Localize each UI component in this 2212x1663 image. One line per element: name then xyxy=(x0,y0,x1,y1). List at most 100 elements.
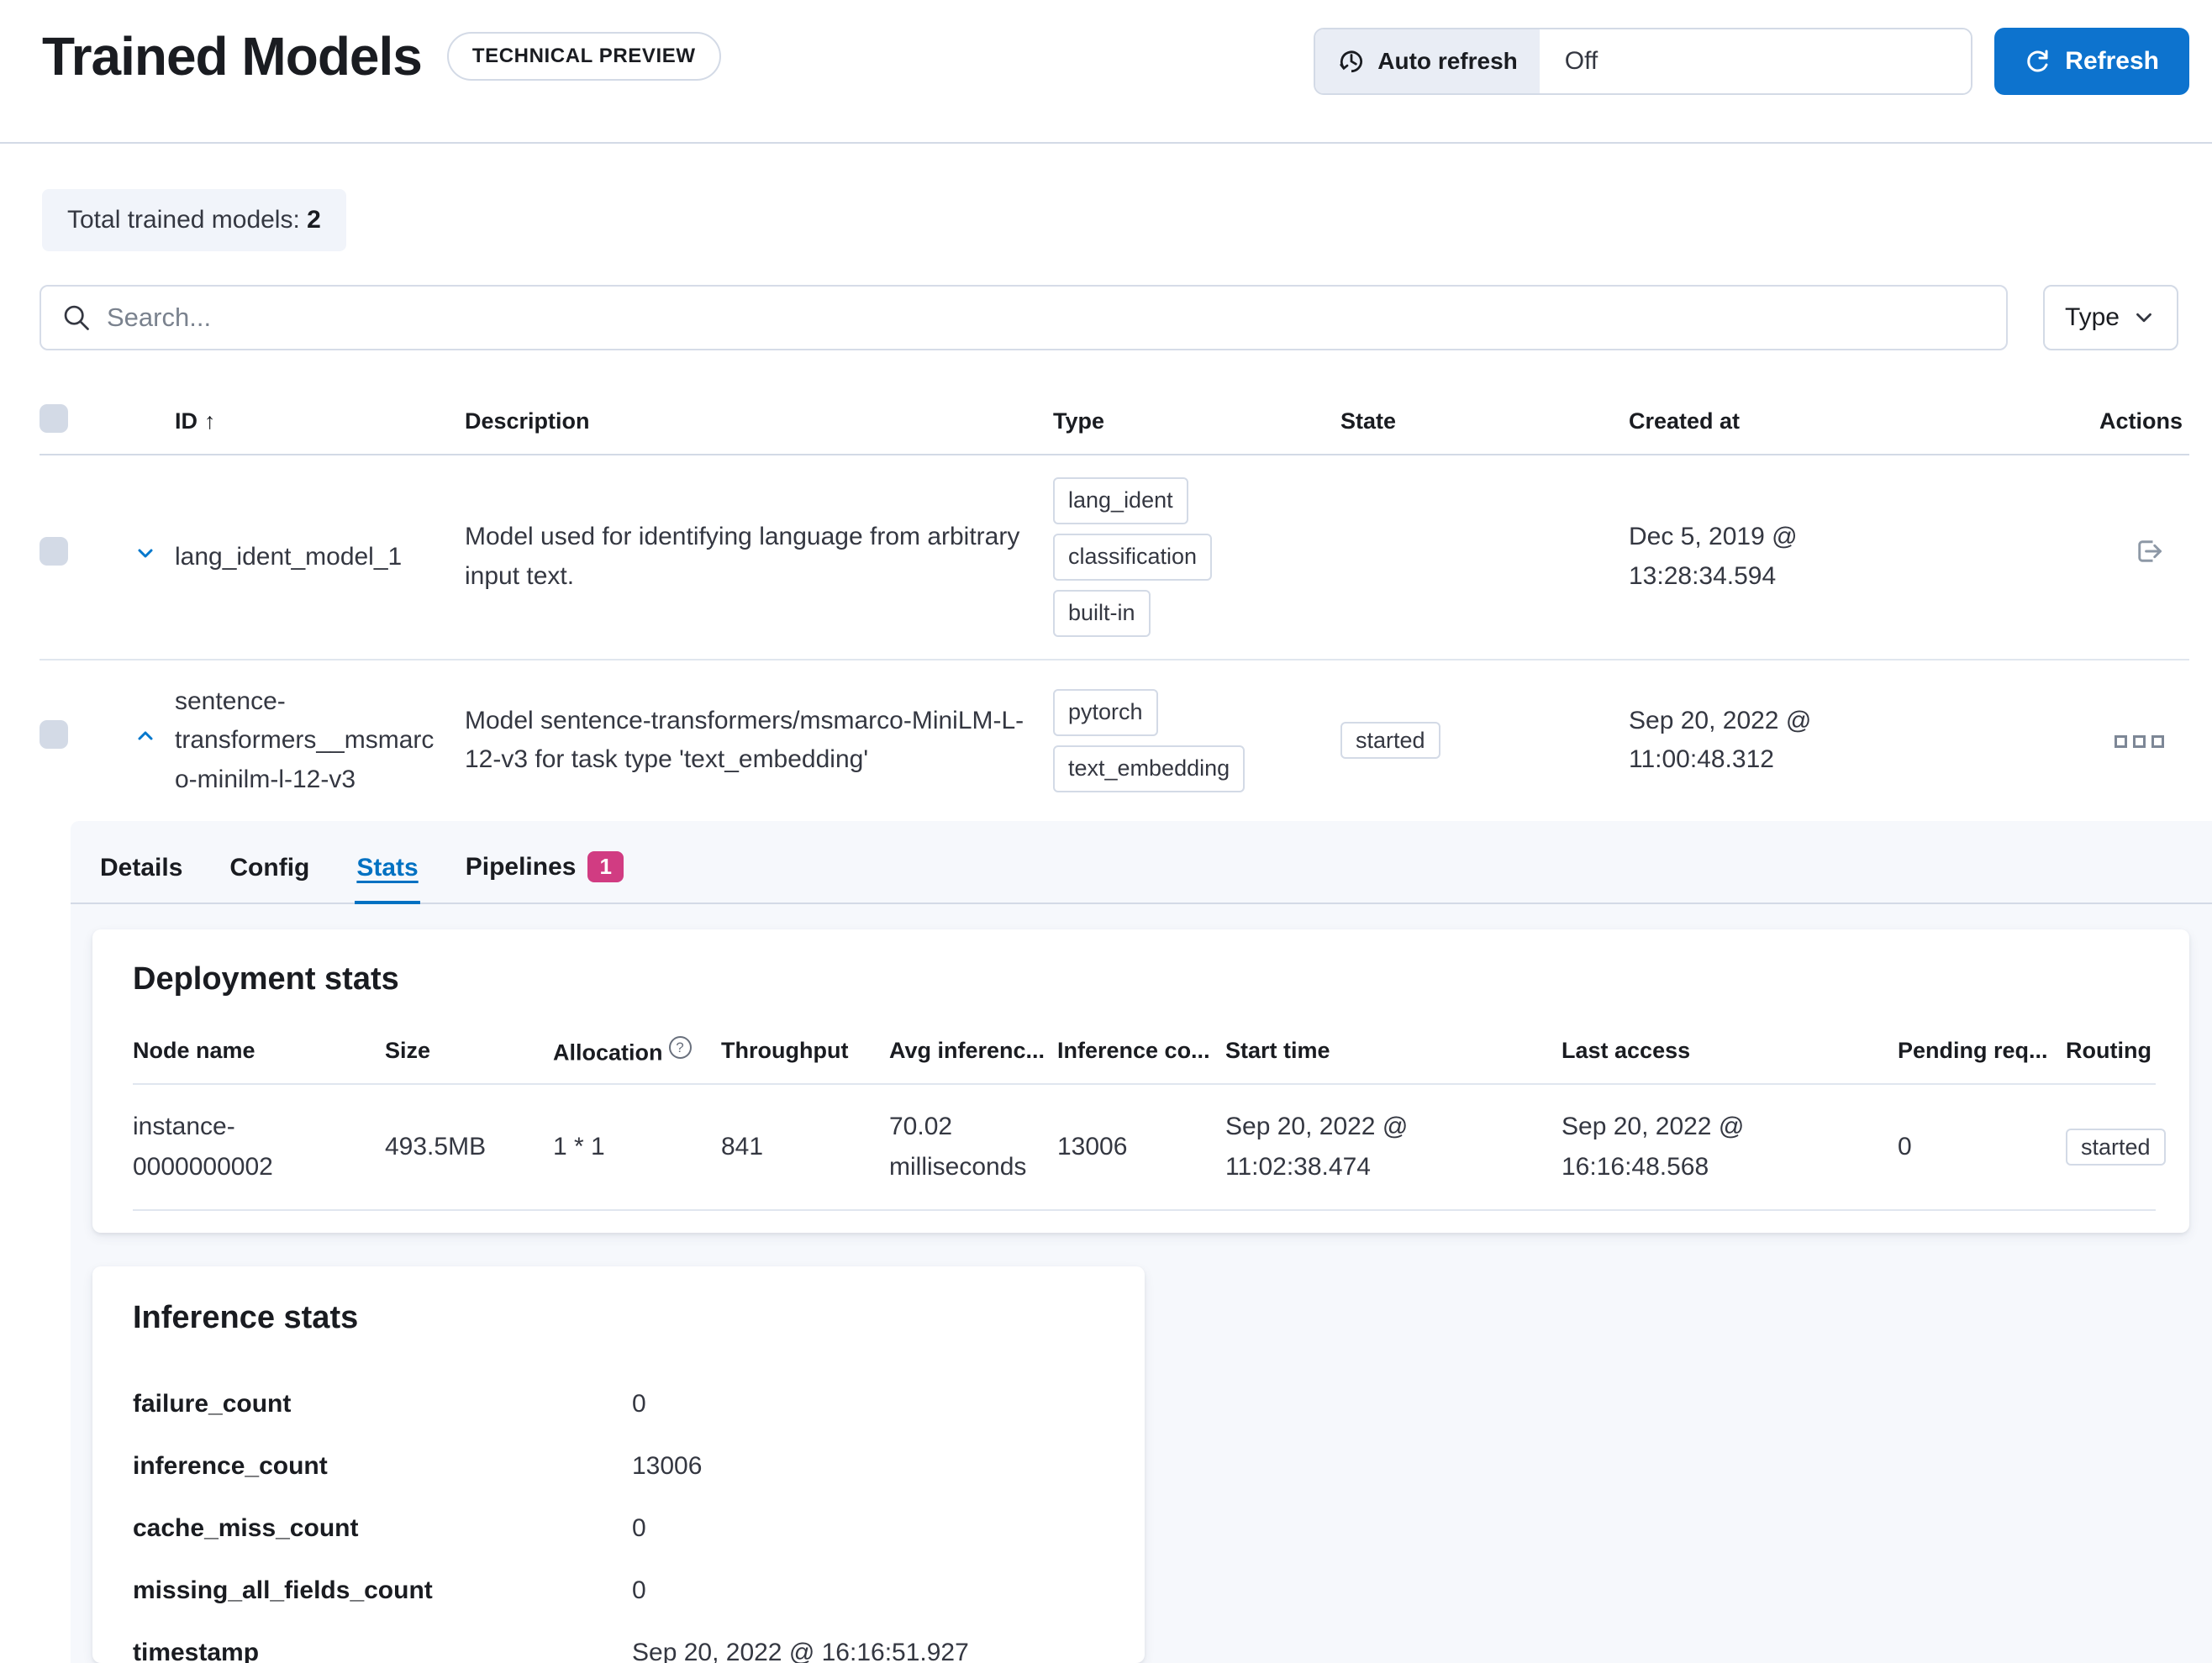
list-item: failure_count 0 xyxy=(133,1373,1104,1435)
inference-stats-title: Inference stats xyxy=(133,1299,359,1335)
stat-label: cache_miss_count xyxy=(133,1513,359,1542)
column-header-throughput: Throughput xyxy=(721,1038,849,1064)
throughput: 841 xyxy=(721,1132,764,1160)
auto-refresh-interval-button[interactable]: Off xyxy=(1539,29,1972,93)
model-description: Model sentence-transformers/msmarco-Mini… xyxy=(465,706,1024,774)
search-row: Type xyxy=(40,285,2178,350)
search-icon xyxy=(61,303,92,333)
auto-refresh-value: Off xyxy=(1564,47,1598,75)
chevron-down-icon xyxy=(2131,305,2157,330)
column-header-pending-requests: Pending req... xyxy=(1898,1038,2048,1064)
list-item: cache_miss_count 0 xyxy=(133,1497,1104,1560)
type-badge: classification xyxy=(1053,533,1213,581)
last-access: Sep 20, 2022 @ 16:16:48.568 xyxy=(1562,1112,1745,1181)
avg-inference-time: 70.02 milliseconds xyxy=(889,1112,1027,1181)
auto-refresh-label: Auto refresh xyxy=(1377,48,1518,74)
type-badge: lang_ident xyxy=(1053,477,1188,524)
row-checkbox[interactable] xyxy=(40,720,68,750)
launch-icon xyxy=(2134,536,2164,566)
list-item: timestamp Sep 20, 2022 @ 16:16:51.927 xyxy=(133,1622,1104,1663)
node-name: instance-0000000002 xyxy=(133,1112,273,1181)
column-header-description: Description xyxy=(465,408,590,434)
model-id: lang_ident_model_1 xyxy=(175,542,403,571)
refresh-icon xyxy=(2025,48,2051,75)
stat-value: 13006 xyxy=(632,1451,703,1480)
deploy-model-button[interactable] xyxy=(2134,536,2164,566)
table-header-row: ID ↑ Description Type State Created at Ac… xyxy=(40,396,2189,455)
tab-details[interactable]: Details xyxy=(98,842,184,904)
stat-label: failure_count xyxy=(133,1389,292,1418)
pipelines-count-badge: 1 xyxy=(587,851,624,883)
model-detail-tabs: Details Config Stats Pipelines 1 xyxy=(71,839,2212,905)
stat-label: timestamp xyxy=(133,1638,260,1663)
list-item: missing_all_fields_count 0 xyxy=(133,1560,1104,1622)
type-filter-button[interactable]: Type xyxy=(2042,285,2178,350)
column-header-created-at: Created at xyxy=(1629,408,1741,434)
expanded-model-details: Details Config Stats Pipelines 1 Deploym… xyxy=(71,821,2212,1663)
select-all-checkbox[interactable] xyxy=(40,404,68,433)
collapse-row-button[interactable] xyxy=(129,719,162,753)
column-header-state: State xyxy=(1340,408,1397,434)
routing-state-badge: started xyxy=(2066,1128,2166,1166)
deployment-stats-panel: Deployment stats Node name Size Allocati… xyxy=(92,929,2189,1233)
type-filter-label: Type xyxy=(2064,303,2120,331)
total-models-label: Total trained models: xyxy=(67,206,300,234)
column-header-last-access: Last access xyxy=(1562,1038,1691,1064)
table-row: sentence-transformers__msmarco-minilm-l-… xyxy=(40,660,2189,822)
type-badge: pytorch xyxy=(1053,688,1158,736)
stat-value: 0 xyxy=(632,1513,646,1542)
all-actions-button[interactable] xyxy=(2115,735,2164,750)
tab-config[interactable]: Config xyxy=(228,842,311,904)
trained-models-table: ID ↑ Description Type State Created at Ac… xyxy=(40,396,2212,1663)
stat-value: 0 xyxy=(632,1389,646,1418)
model-state: started xyxy=(1340,721,1629,760)
state-badge: started xyxy=(1340,722,1440,760)
refresh-button[interactable]: Refresh xyxy=(1994,28,2189,95)
page-title: Trained Models xyxy=(42,26,423,87)
deployment-stats-row: instance-0000000002 493.5MB 1 * 1 841 70… xyxy=(133,1085,2166,1211)
chevron-down-icon xyxy=(132,539,159,566)
model-description: Model used for identifying language from… xyxy=(465,523,1020,590)
column-header-allocation: Allocation? xyxy=(553,1036,721,1066)
model-id: sentence-transformers__msmarco-minilm-l-… xyxy=(175,687,434,793)
boxes-horizontal-icon xyxy=(2115,735,2164,749)
search-input[interactable] xyxy=(107,303,1986,333)
allocation: 1 * 1 xyxy=(553,1132,605,1160)
sort-ascending-icon: ↑ xyxy=(204,408,216,434)
inference-stats-panel: Inference stats failure_count 0 inferenc… xyxy=(92,1266,1145,1663)
search-box xyxy=(40,285,2008,350)
stat-label: missing_all_fields_count xyxy=(133,1576,433,1604)
page-header: Trained Models TECHNICAL PREVIEW Auto re… xyxy=(0,0,2212,95)
model-type-badges: pytorch text_embedding xyxy=(1053,688,1340,792)
model-type-badges: lang_ident classification built-in xyxy=(1053,477,1340,637)
select-all-cell xyxy=(40,404,129,439)
auto-refresh-label-segment[interactable]: Auto refresh xyxy=(1315,29,1540,93)
type-badge: built-in xyxy=(1053,589,1151,637)
column-header-id[interactable]: ID ↑ xyxy=(175,408,216,434)
table-row: lang_ident_model_1 Model used for identi… xyxy=(40,455,2189,660)
pending-requests: 0 xyxy=(1898,1132,1912,1160)
chevron-up-icon xyxy=(132,723,159,750)
expand-row-button[interactable] xyxy=(129,536,162,570)
row-checkbox[interactable] xyxy=(40,536,68,566)
column-header-start-time: Start time xyxy=(1225,1038,1330,1064)
model-created-at: Dec 5, 2019 @ 13:28:34.594 xyxy=(1629,523,1798,590)
routing-state: started xyxy=(2066,1127,2166,1167)
inference-count: 13006 xyxy=(1057,1132,1128,1160)
tab-pipelines[interactable]: Pipelines 1 xyxy=(464,839,625,904)
stat-value: Sep 20, 2022 @ 16:16:51.927 xyxy=(632,1638,969,1663)
model-created-at: Sep 20, 2022 @ 11:00:48.312 xyxy=(1629,706,1812,774)
model-size: 493.5MB xyxy=(385,1132,487,1160)
header-divider xyxy=(0,142,2212,144)
column-header-routing-state: Routing state xyxy=(2066,1038,2156,1064)
tab-stats[interactable]: Stats xyxy=(355,842,420,905)
list-item: inference_count 13006 xyxy=(133,1435,1104,1497)
column-header-node-name: Node name xyxy=(133,1038,255,1064)
start-time: Sep 20, 2022 @ 11:02:38.474 xyxy=(1225,1112,1409,1181)
refresh-button-label: Refresh xyxy=(2065,47,2159,75)
total-models-badge: Total trained models: 2 xyxy=(42,189,346,251)
question-circle-icon[interactable]: ? xyxy=(668,1036,692,1060)
type-badge: text_embedding xyxy=(1053,745,1246,792)
column-header-type: Type xyxy=(1053,408,1105,434)
